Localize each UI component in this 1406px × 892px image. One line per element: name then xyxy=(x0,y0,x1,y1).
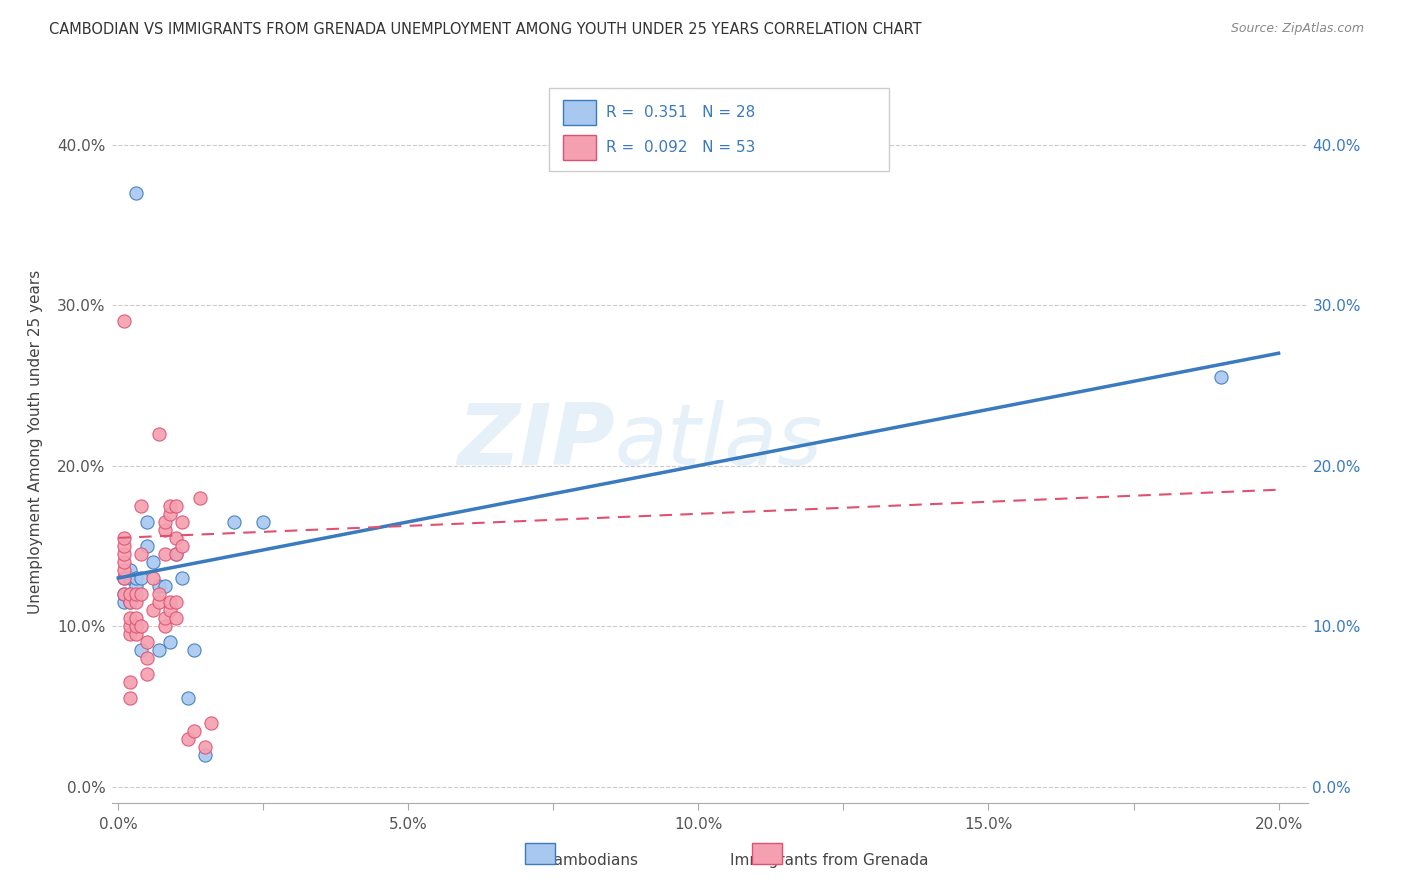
Point xyxy=(118,563,141,577)
FancyBboxPatch shape xyxy=(524,843,554,864)
Point xyxy=(125,619,148,633)
FancyBboxPatch shape xyxy=(562,100,596,125)
Point xyxy=(148,579,170,593)
Point xyxy=(136,539,159,553)
Point xyxy=(172,571,194,585)
Point xyxy=(136,651,159,665)
Point xyxy=(112,595,135,609)
Point xyxy=(188,491,211,505)
Point xyxy=(118,595,141,609)
Point xyxy=(131,619,153,633)
Text: atlas: atlas xyxy=(614,400,823,483)
Point xyxy=(142,571,165,585)
Point xyxy=(125,595,148,609)
Point xyxy=(125,611,148,625)
Point xyxy=(112,555,135,569)
Point xyxy=(136,515,159,529)
Point xyxy=(148,426,170,441)
Point xyxy=(112,587,135,601)
Point xyxy=(153,515,176,529)
Point xyxy=(194,747,217,762)
Point xyxy=(131,547,153,561)
FancyBboxPatch shape xyxy=(562,135,596,160)
Point xyxy=(112,539,135,553)
Point xyxy=(112,587,135,601)
Point xyxy=(159,635,181,649)
Point xyxy=(159,499,181,513)
Point xyxy=(125,571,148,585)
FancyBboxPatch shape xyxy=(548,87,889,170)
Point xyxy=(118,675,141,690)
Text: Immigrants from Grenada: Immigrants from Grenada xyxy=(730,854,929,869)
Point xyxy=(153,579,176,593)
Point xyxy=(125,627,148,641)
Point xyxy=(172,515,194,529)
FancyBboxPatch shape xyxy=(752,843,782,864)
Point xyxy=(194,739,217,754)
Point xyxy=(165,595,187,609)
Point xyxy=(118,627,141,641)
Point xyxy=(165,611,187,625)
Point xyxy=(148,587,170,601)
Point xyxy=(224,515,246,529)
Text: ZIP: ZIP xyxy=(457,400,614,483)
Point xyxy=(125,186,148,200)
Point xyxy=(118,571,141,585)
Point xyxy=(159,595,181,609)
Point xyxy=(118,587,141,601)
Point xyxy=(118,595,141,609)
Point xyxy=(131,643,153,657)
Point xyxy=(125,579,148,593)
Point xyxy=(142,603,165,617)
Text: CAMBODIAN VS IMMIGRANTS FROM GRENADA UNEMPLOYMENT AMONG YOUTH UNDER 25 YEARS COR: CAMBODIAN VS IMMIGRANTS FROM GRENADA UNE… xyxy=(49,22,922,37)
Point xyxy=(118,587,141,601)
Point xyxy=(118,611,141,625)
Text: Source: ZipAtlas.com: Source: ZipAtlas.com xyxy=(1230,22,1364,36)
Point xyxy=(131,571,153,585)
Point xyxy=(183,723,205,738)
Point xyxy=(1209,370,1232,384)
Point xyxy=(125,587,148,601)
Point xyxy=(112,571,135,585)
Point xyxy=(165,547,187,561)
Text: R =  0.351   N = 28: R = 0.351 N = 28 xyxy=(606,105,755,120)
Point xyxy=(131,499,153,513)
Point xyxy=(112,547,135,561)
Point xyxy=(112,571,135,585)
Point xyxy=(200,715,222,730)
Point xyxy=(177,731,200,746)
Point xyxy=(165,499,187,513)
Text: Cambodians: Cambodians xyxy=(543,854,638,869)
Point xyxy=(136,667,159,681)
Point xyxy=(177,691,200,706)
Point xyxy=(112,531,135,545)
Point xyxy=(153,611,176,625)
Point xyxy=(183,643,205,657)
Point xyxy=(252,515,274,529)
Point xyxy=(131,587,153,601)
Point xyxy=(148,643,170,657)
Point xyxy=(153,547,176,561)
Point xyxy=(153,619,176,633)
Point xyxy=(112,314,135,328)
Point xyxy=(112,563,135,577)
Point xyxy=(165,547,187,561)
Point xyxy=(118,691,141,706)
Point xyxy=(142,555,165,569)
Text: R =  0.092   N = 53: R = 0.092 N = 53 xyxy=(606,140,755,155)
Point xyxy=(136,635,159,649)
Point xyxy=(153,523,176,537)
Point xyxy=(172,539,194,553)
Point xyxy=(159,507,181,521)
Point xyxy=(159,603,181,617)
Point xyxy=(165,531,187,545)
Point xyxy=(125,619,148,633)
Y-axis label: Unemployment Among Youth under 25 years: Unemployment Among Youth under 25 years xyxy=(28,269,44,614)
Point xyxy=(148,595,170,609)
Point xyxy=(118,619,141,633)
